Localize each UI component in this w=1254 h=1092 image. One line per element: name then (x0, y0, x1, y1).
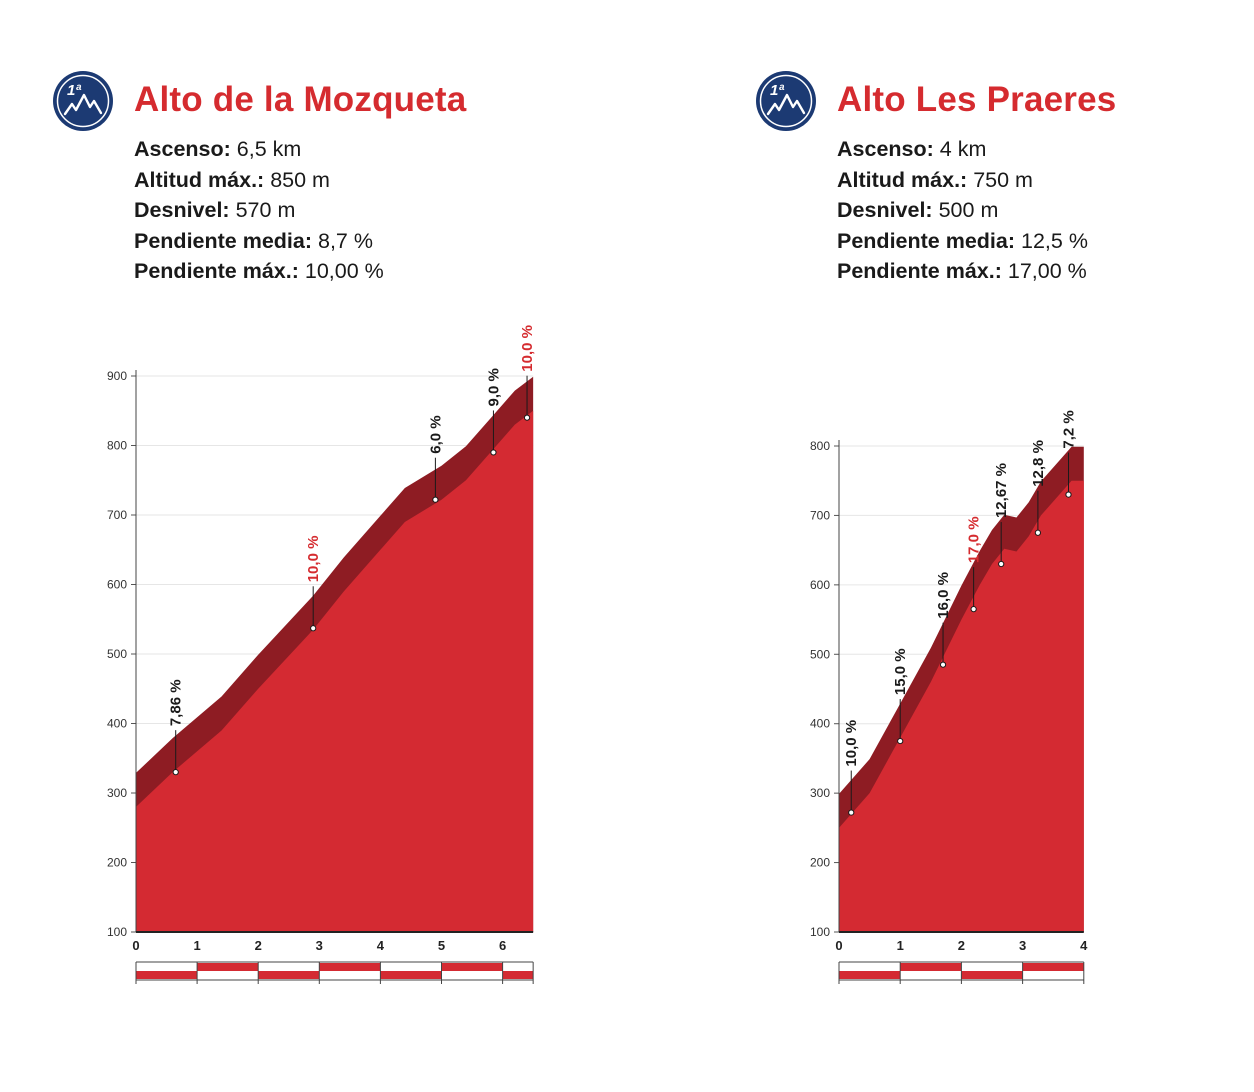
scale-segment (380, 971, 442, 979)
elevation-profile-chart: 100 200 300 400 500 600 700 800 0 1 2 3 4 10,0 % 15,0 … (810, 410, 1088, 984)
elevation-profile-chart: 100 200 300 400 500 600 700 800 900 0 1 2 3 4 5 6 7,86 %… (107, 325, 536, 984)
profile-area (136, 410, 534, 932)
x-tick-label: 5 (438, 938, 445, 953)
scale-segment (1022, 963, 1084, 971)
y-tick-label: 100 (107, 925, 127, 939)
y-tick-label: 800 (810, 439, 830, 453)
annotation-marker (939, 661, 947, 668)
climb-stats: Ascenso: 4 km Altitud máx.: 750 m Desniv… (837, 134, 1088, 287)
annotation-marker (1065, 491, 1072, 498)
annotation-marker (310, 625, 317, 632)
badge-text: 1ª (770, 82, 784, 99)
stat-ascenso: Ascenso: 6,5 km (134, 137, 302, 161)
stat-ascenso: Ascenso: 4 km (837, 137, 987, 161)
profile-area (839, 480, 1084, 932)
x-tick-label: 0 (132, 938, 139, 953)
scale-segment (900, 963, 962, 971)
climb-title: Alto Les Praeres (837, 80, 1117, 119)
x-tick-label: 4 (377, 938, 385, 953)
y-tick-label: 100 (810, 925, 830, 939)
annotation-label: 17,0 % (966, 516, 983, 563)
climb-panel-praeres: 1ª Alto Les Praeres Ascenso: 4 km Altitu… (703, 0, 1254, 1092)
stat-desnivel: Desnivel: 500 m (837, 198, 999, 223)
y-tick-label: 500 (107, 647, 127, 661)
y-tick-label: 600 (810, 578, 830, 592)
annotation-label: 7,86 % (168, 679, 185, 726)
annotation-marker (998, 560, 1005, 568)
annotation-label: 6,0 % (427, 415, 444, 453)
x-tick-label: 1 (193, 938, 200, 953)
stat-pendiente-media: Pendiente media: 8,7 % (134, 228, 373, 253)
annotation-label: 10,0 % (843, 720, 860, 767)
y-tick-label: 400 (810, 717, 830, 731)
stat-altitud: Altitud máx.: 850 m (134, 167, 330, 192)
y-tick-label: 400 (107, 717, 127, 731)
annotation-marker (490, 449, 497, 456)
climb-stats: Ascenso: 6,5 km Altitud máx.: 850 m Desn… (134, 134, 384, 287)
scale-segment (961, 971, 1023, 979)
annotation-marker (897, 737, 904, 745)
annotation-marker (172, 769, 179, 776)
scale-segment (197, 963, 259, 971)
y-tick-label: 500 (810, 647, 830, 661)
scale-segment (258, 971, 320, 979)
x-tick-label: 3 (1019, 938, 1026, 953)
annotation-label: 10,0 % (305, 536, 322, 583)
y-tick-label: 300 (107, 786, 127, 800)
y-tick-label: 900 (107, 369, 127, 383)
stat-altitud: Altitud máx.: 750 m (837, 167, 1033, 192)
x-tick-label: 4 (1080, 938, 1088, 953)
x-tick-label: 6 (499, 938, 506, 953)
stat-pendiente-max: Pendiente máx.: 10,00 % (134, 259, 384, 284)
scale-segment (441, 963, 503, 971)
climb-panel-mozqueta: 1ª Alto de la Mozqueta Ascenso: 6,5 km A… (0, 0, 620, 1092)
scale-segment (319, 963, 381, 971)
stat-desnivel: Desnivel: 570 m (134, 198, 296, 223)
y-tick-label: 200 (810, 856, 830, 870)
y-tick-label: 200 (107, 856, 127, 870)
scale-segment (502, 971, 534, 979)
annotation-label: 9,0 % (485, 368, 502, 406)
annotation-marker (523, 414, 531, 421)
annotation-label: 10,0 % (519, 325, 536, 372)
y-tick-label: 300 (810, 786, 830, 800)
x-tick-label: 2 (958, 938, 965, 953)
annotation-label: 15,0 % (892, 648, 909, 695)
y-tick-label: 700 (810, 508, 830, 522)
x-tick-label: 2 (255, 938, 262, 953)
y-tick-label: 800 (107, 439, 127, 453)
stat-pendiente-media: Pendiente media: 12,5 % (837, 228, 1088, 253)
x-tick-label: 0 (835, 938, 842, 953)
category-badge-icon: 1ª (53, 71, 113, 131)
annotation-label: 16,0 % (935, 572, 952, 619)
annotation-marker (848, 809, 855, 816)
category-badge-icon: 1ª (756, 71, 816, 131)
climb-title: Alto de la Mozqueta (134, 80, 467, 119)
annotation-label: 12,67 % (993, 463, 1010, 518)
stat-pendiente-max: Pendiente máx.: 17,00 % (837, 259, 1087, 284)
y-tick-label: 600 (107, 578, 127, 592)
annotation-label: 12,8 % (1030, 440, 1047, 487)
scale-segment (136, 971, 198, 979)
y-tick-label: 700 (107, 508, 127, 522)
annotation-label: 7,2 % (1061, 410, 1078, 448)
annotation-marker (1034, 529, 1041, 536)
annotation-marker (432, 496, 439, 503)
x-tick-label: 3 (316, 938, 323, 953)
annotation-marker (970, 606, 977, 613)
x-tick-label: 1 (897, 938, 904, 953)
badge-text: 1ª (67, 82, 81, 99)
scale-segment (839, 971, 901, 979)
